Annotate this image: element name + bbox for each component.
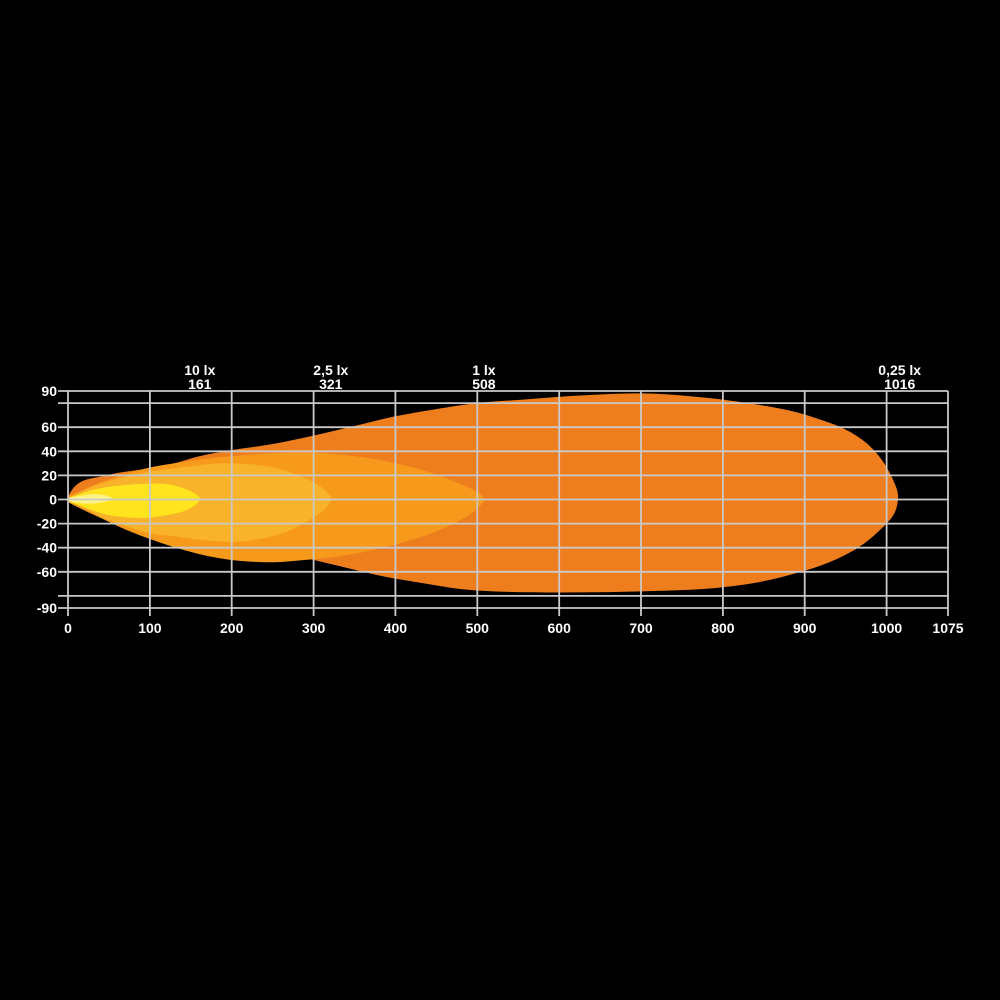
y-axis-label: 90 [41, 383, 57, 399]
beam-contours-group [68, 393, 899, 593]
x-axis-label: 1075 [932, 620, 963, 636]
top-label-distance: 321 [319, 376, 343, 392]
x-axis-label: 500 [466, 620, 490, 636]
grid-group [58, 390, 949, 616]
top-label-lux: 0,25 lx [878, 362, 921, 378]
y-axis-label: 20 [41, 467, 57, 483]
top-label-lux: 2,5 lx [313, 362, 348, 378]
x-axis-label: 400 [384, 620, 408, 636]
top-label-distance: 1016 [884, 376, 915, 392]
y-axis-label: 40 [41, 443, 57, 459]
x-axis-label: 200 [220, 620, 244, 636]
x-axis-label: 0 [64, 620, 72, 636]
top-label-lux: 1 lx [472, 362, 496, 378]
top-label-distance: 161 [188, 376, 212, 392]
top-label-distance: 508 [472, 376, 496, 392]
x-axis-label: 600 [548, 620, 572, 636]
y-axis-label: -20 [37, 516, 57, 532]
isolux-contour-10-lx [68, 483, 200, 518]
y-axis-label: 60 [41, 419, 57, 435]
x-axis-label: 700 [629, 620, 653, 636]
x-axis-label: 300 [302, 620, 326, 636]
isolux-contour-2-5-lx [68, 463, 331, 542]
top-label-lux: 10 lx [184, 362, 215, 378]
x-axis-label: 100 [138, 620, 162, 636]
x-axis-label: 1000 [871, 620, 902, 636]
y-axis-label: -60 [37, 564, 57, 580]
y-axis-label: -40 [37, 540, 57, 556]
x-axis-label: 800 [711, 620, 735, 636]
x-axis-label: 900 [793, 620, 817, 636]
y-axis-label: -90 [37, 600, 57, 616]
y-axis-label: 0 [49, 492, 57, 508]
